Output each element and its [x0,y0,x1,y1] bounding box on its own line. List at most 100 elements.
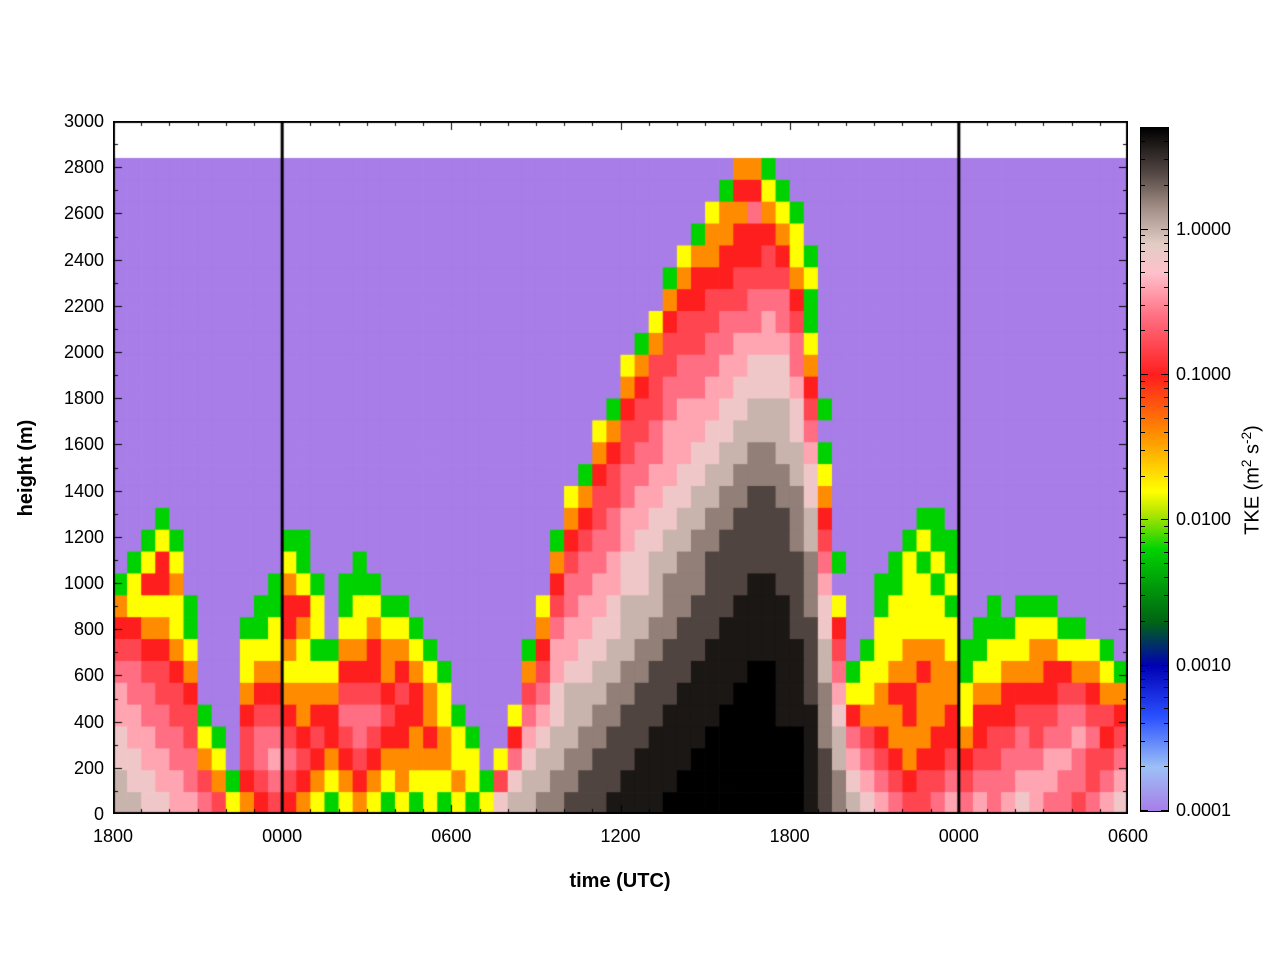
y-tick-label: 1600 [63,434,104,455]
colorbar-tick [1141,697,1145,698]
colorbar-tick [1141,679,1145,680]
colorbar-tick [1164,287,1168,288]
colorbar-tick [1164,563,1168,564]
colorbar-tick [1164,243,1168,244]
y-tick-label: 1000 [63,573,104,593]
y-tick-label: 200 [73,757,104,778]
colorbar-tick [1164,305,1168,306]
tke-heatmap-canvas [113,121,1128,814]
colorbar-tick [1164,621,1168,622]
colorbar-tick [1141,388,1145,389]
y-tick-label: 600 [73,665,104,686]
y-tick-label: 2600 [63,203,104,224]
colorbar-tick [1164,766,1168,767]
colorbar-tick [1141,687,1145,688]
colorbar-tick [1141,723,1145,724]
colorbar-tick [1141,708,1145,709]
colorbar-tick [1141,563,1145,564]
colorbar-tick [1164,552,1168,553]
x-tick-label: 0600 [431,826,472,846]
colorbar-tick [1164,671,1168,672]
colorbar-axis-label: TKE (m2 s-2) [1239,380,1264,580]
colorbar-tick [1161,229,1168,230]
colorbar-tick [1164,526,1168,527]
colorbar-tick [1161,665,1168,666]
colorbar-tick [1141,671,1145,672]
y-tick-label: 800 [73,619,104,640]
colorbar-tick-label: 0.0010 [1176,654,1232,675]
x-tick-label: 1800 [769,826,810,846]
colorbar-tick [1164,397,1168,398]
colorbar-tick [1161,519,1168,520]
colorbar-tick [1141,374,1148,375]
y-tick-label: 2400 [63,249,104,270]
colorbar-tick [1164,723,1168,724]
colorbar-tick [1141,272,1145,273]
colorbar-tick [1164,261,1168,262]
colorbar-tick [1141,810,1148,811]
colorbar-tick [1141,243,1145,244]
colorbar-tick [1141,519,1148,520]
colorbar-tick [1164,141,1168,142]
colorbar-tick [1141,185,1145,186]
colorbar-tick [1141,159,1145,160]
y-tick-label: 1800 [63,388,104,409]
colorbar-tick [1141,766,1145,767]
colorbar-tick-label: 0.1000 [1176,364,1232,385]
colorbar-tick [1141,621,1145,622]
colorbar-tick [1141,665,1148,666]
colorbar-tick [1164,476,1168,477]
colorbar-tick [1164,381,1168,382]
colorbar-tick [1164,388,1168,389]
y-tick-label: 0 [93,804,104,824]
colorbar-tick [1141,141,1145,142]
colorbar-tick [1164,251,1168,252]
colorbar-tick [1141,287,1145,288]
colorbar-tick [1164,450,1168,451]
colorbar-tick [1164,185,1168,186]
x-tick-label: 1800 [92,826,134,846]
colorbar-tick [1164,687,1168,688]
colorbar-tick [1141,577,1145,578]
colorbar-tick [1141,235,1145,236]
y-tick-label: 400 [73,711,104,732]
colorbar-tick [1141,397,1145,398]
colorbar-tick [1141,261,1145,262]
colorbar-label-text-s: s [1241,443,1264,460]
colorbar-tick [1164,542,1168,543]
colorbar-tick [1161,374,1168,375]
colorbar-tick [1164,418,1168,419]
colorbar-tick [1141,330,1145,331]
colorbar-tick [1141,432,1145,433]
colorbar-tick-label: 1.0000 [1176,218,1232,239]
colorbar-tick [1164,127,1168,128]
colorbar-tick [1164,159,1168,160]
colorbar-tick-label: 0.0100 [1176,509,1232,530]
colorbar-label-sup-2: 2 [1239,459,1254,468]
colorbar-tick [1164,272,1168,273]
colorbar-tick [1141,741,1145,742]
colorbar-label-close-paren: ) [1241,425,1264,432]
colorbar-tick [1164,708,1168,709]
colorbar-tick [1164,432,1168,433]
colorbar-tick [1164,741,1168,742]
y-tick-label: 2200 [63,295,104,316]
y-tick-label: 3000 [63,111,104,131]
colorbar-tick [1164,330,1168,331]
colorbar-tick [1141,251,1145,252]
y-tick-label: 2000 [63,342,104,362]
y-tick-label: 2800 [63,157,104,178]
x-axis-label: time (UTC) [569,870,671,892]
colorbar-tick [1161,810,1168,811]
y-tick-label: 1400 [63,480,104,501]
colorbar-tick [1141,526,1145,527]
colorbar-tick [1141,418,1145,419]
colorbar-label-sup-minus2: -2 [1239,431,1254,444]
x-tick-label: 0600 [1107,826,1149,846]
colorbar-tick [1164,533,1168,534]
colorbar-tick [1141,552,1145,553]
colorbar-tick [1141,127,1145,128]
colorbar-tick-label: 0.0001 [1176,800,1232,820]
x-tick-label: 0000 [262,826,303,846]
colorbar-tick [1164,697,1168,698]
